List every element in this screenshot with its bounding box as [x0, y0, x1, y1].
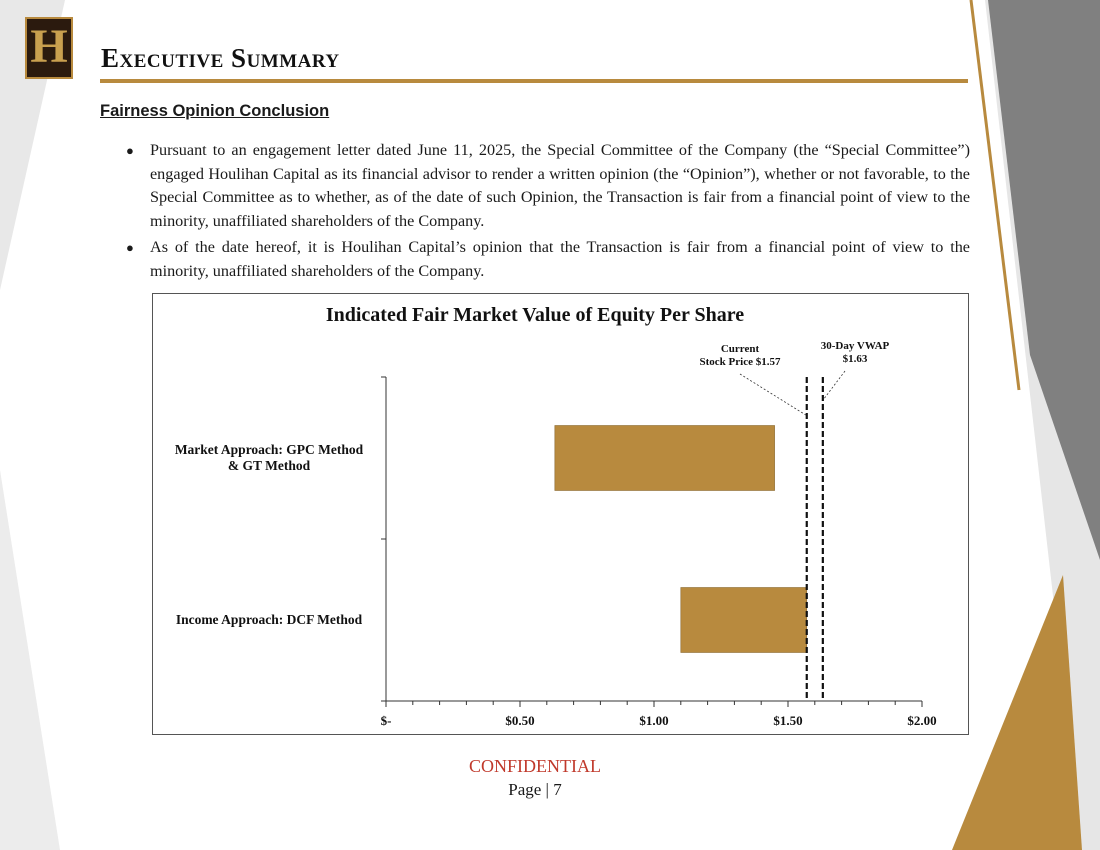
x-tick-label: $0.50 — [505, 713, 534, 728]
bullet-icon: ● — [126, 240, 134, 255]
x-tick-label: $1.00 — [639, 713, 668, 728]
bullet-item: ● Pursuant to an engagement letter dated … — [124, 139, 970, 233]
bullet-list: ● Pursuant to an engagement letter dated … — [124, 139, 970, 286]
range-bar — [554, 425, 775, 491]
left-lower-wedge — [0, 470, 60, 850]
section-heading: Fairness Opinion Conclusion — [100, 102, 330, 120]
fmv-range-chart: Indicated Fair Market Value of Equity Pe… — [175, 304, 937, 728]
x-tick-label: $1.50 — [773, 713, 802, 728]
bullet-text: As of the date hereof, it is Houlihan Ca… — [150, 238, 970, 280]
right-gold-triangle — [952, 575, 1082, 850]
chart-frame: Indicated Fair Market Value of Equity Pe… — [152, 293, 969, 735]
reference-label: $1.63 — [843, 353, 868, 365]
x-tick-label: $- — [381, 713, 392, 728]
x-tick-label: $2.00 — [907, 713, 936, 728]
reference-label: Stock Price $1.57 — [700, 356, 781, 368]
bullet-text: Pursuant to an engagement letter dated J… — [150, 141, 970, 230]
chart-title: Indicated Fair Market Value of Equity Pe… — [326, 304, 744, 326]
company-logo: H — [25, 17, 73, 79]
category-label: Market Approach: GPC Method — [175, 442, 364, 457]
range-bar — [680, 587, 808, 653]
reference-label: 30-Day VWAP — [821, 340, 890, 352]
bullet-item: ● As of the date hereof, it is Houlihan C… — [124, 236, 970, 283]
category-label: & GT Method — [228, 458, 311, 473]
reference-leader — [739, 373, 806, 416]
confidential-label: CONFIDENTIAL — [469, 756, 601, 776]
right-dark-panel — [988, 0, 1100, 560]
reference-label: Current — [721, 343, 760, 355]
page-title: Executive Summary — [101, 43, 340, 73]
reference-leader — [823, 370, 846, 400]
page-number: Page | 7 — [508, 780, 562, 799]
category-label: Income Approach: DCF Method — [176, 612, 363, 627]
title-divider — [100, 79, 968, 83]
bullet-icon: ● — [126, 143, 134, 158]
right-gold-rule — [969, 0, 1021, 391]
